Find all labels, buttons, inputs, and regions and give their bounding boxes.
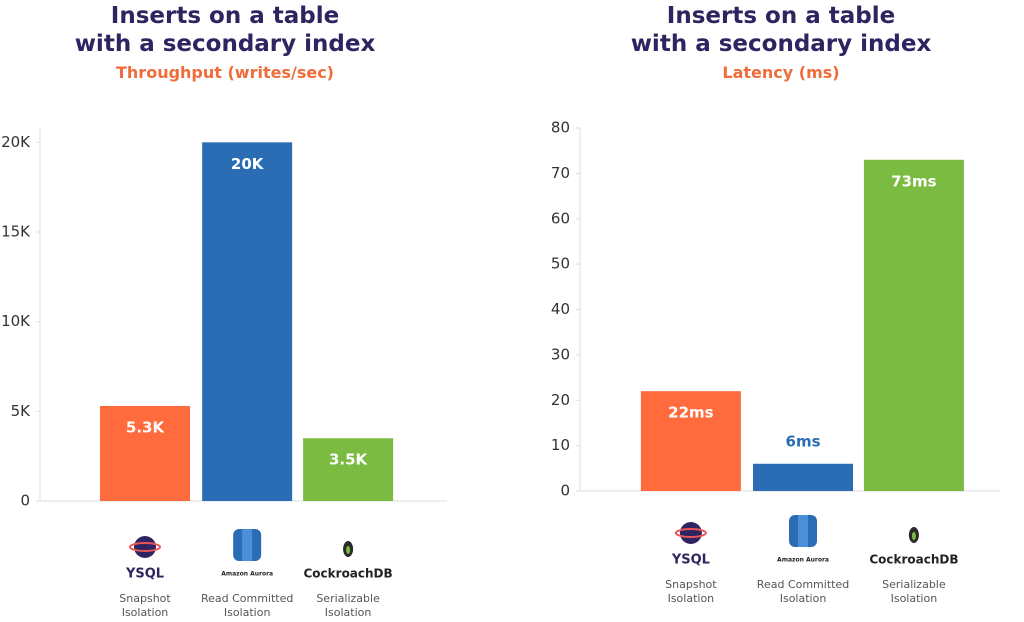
y-tick-label: 0 <box>560 482 570 500</box>
logo-text: CockroachDB <box>869 553 958 567</box>
value-label: 6ms <box>786 432 821 450</box>
logo-icon <box>798 515 809 547</box>
y-tick-label: 80 <box>551 119 570 137</box>
y-tick-label: 60 <box>551 209 570 227</box>
x-tick-label: Read Committed Isolation <box>756 578 850 605</box>
bar <box>100 405 191 501</box>
logo-icon <box>242 529 253 561</box>
bar <box>753 463 854 491</box>
y-tick-label: 10K <box>1 312 31 330</box>
x-tick-label: Serializable Isolation <box>316 592 380 619</box>
y-tick-label: 70 <box>551 164 570 182</box>
y-tick-label: 20 <box>551 391 570 409</box>
x-tick-label: Snapshot Isolation <box>665 578 717 605</box>
logo-icon <box>129 542 162 552</box>
logo-icon <box>346 546 351 554</box>
chart-subtitle: Latency (ms) <box>722 63 840 82</box>
logo-text: Amazon Aurora <box>221 571 273 578</box>
logo-text: YSQL <box>671 553 710 568</box>
x-tick-label: Snapshot Isolation <box>119 592 171 619</box>
logo-text: YSQL <box>125 567 164 582</box>
bar <box>863 159 964 491</box>
value-label: 3.5K <box>329 451 369 469</box>
bar <box>202 142 293 501</box>
chart-title: Inserts on a table with a secondary inde… <box>74 3 376 57</box>
bar <box>303 438 394 501</box>
chart-title: Inserts on a table with a secondary inde… <box>630 3 932 57</box>
bar <box>640 391 741 491</box>
y-tick-label: 10 <box>551 436 570 454</box>
x-tick-label: Serializable Isolation <box>882 578 946 605</box>
y-tick-label: 30 <box>551 345 570 363</box>
value-label: 20K <box>231 155 265 173</box>
logo-icon <box>134 536 157 558</box>
y-tick-label: 40 <box>551 300 570 318</box>
y-tick-label: 0 <box>20 492 30 510</box>
y-tick-label: 5K <box>11 402 32 420</box>
y-tick-label: 50 <box>551 255 570 273</box>
y-tick-label: 15K <box>1 223 31 241</box>
value-label: 73ms <box>891 172 937 190</box>
value-label: 22ms <box>668 404 714 422</box>
logo-text: Amazon Aurora <box>777 557 829 564</box>
logo-icon <box>911 532 916 540</box>
x-tick-label: Read Committed Isolation <box>200 592 294 619</box>
value-label: 5.3K <box>126 418 166 436</box>
logo-icon <box>679 522 702 544</box>
logo-text: CockroachDB <box>304 567 393 581</box>
y-tick-label: 20K <box>1 133 31 151</box>
logo-icon <box>674 528 707 538</box>
chart-subtitle: Throughput (writes/sec) <box>116 63 334 82</box>
